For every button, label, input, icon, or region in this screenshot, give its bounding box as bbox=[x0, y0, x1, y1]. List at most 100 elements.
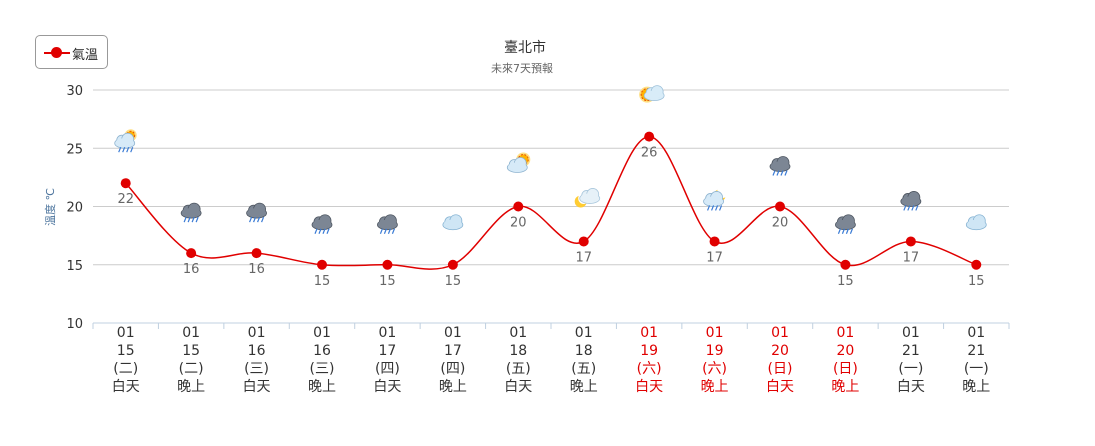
raindrop bbox=[719, 205, 723, 211]
raindrop bbox=[784, 170, 788, 176]
x-tick-label-line: 17 bbox=[444, 343, 462, 359]
data-label: 15 bbox=[445, 274, 462, 289]
x-tick-label-line: (三) bbox=[310, 361, 335, 377]
x-tick-label-line: (一) bbox=[898, 361, 923, 377]
data-point bbox=[578, 236, 589, 247]
x-tick-label-line: 18 bbox=[575, 343, 593, 359]
cloud-shape bbox=[580, 193, 599, 202]
grid-layer bbox=[93, 89, 1009, 324]
data-label: 15 bbox=[837, 274, 854, 289]
y-axis-label: 溫度 ℃ bbox=[43, 188, 57, 226]
x-tick-label-line: 20 bbox=[837, 343, 855, 359]
x-tick-label-line: 白天 bbox=[112, 379, 140, 395]
raindrop bbox=[130, 146, 134, 153]
data-point bbox=[644, 131, 655, 142]
series-line bbox=[125, 135, 977, 270]
cloud-shape bbox=[836, 219, 855, 228]
raindrop bbox=[253, 216, 257, 223]
cloud-shape bbox=[508, 162, 527, 171]
x-tick-label-line: 01 bbox=[509, 325, 527, 341]
x-tick-label-line: 20 bbox=[771, 343, 789, 359]
data-point bbox=[120, 178, 131, 189]
data-point bbox=[382, 259, 393, 270]
sunny-icon bbox=[639, 85, 665, 103]
raindrop bbox=[195, 216, 199, 223]
x-tick-label-line: 01 bbox=[379, 325, 397, 341]
x-tick-label-line: 白天 bbox=[243, 379, 271, 395]
x-tick-label-line: (一) bbox=[964, 361, 989, 377]
x-tick-label: 01 19 (六) 白天 bbox=[635, 325, 663, 395]
raindrop bbox=[707, 205, 711, 211]
data-label: 16 bbox=[183, 262, 200, 277]
raindrop bbox=[772, 170, 776, 176]
data-point bbox=[840, 259, 851, 270]
data-point bbox=[905, 236, 916, 247]
cloud-shape bbox=[378, 219, 397, 228]
x-tick-label-line: (五) bbox=[506, 361, 531, 377]
x-tick-label-line: 晚上 bbox=[962, 379, 990, 395]
partly-cloudy-day-icon bbox=[506, 152, 531, 173]
data-point bbox=[447, 259, 458, 270]
x-tick-label-line: 01 bbox=[771, 325, 789, 341]
x-tick-label: 01 21 (一) 白天 bbox=[897, 325, 925, 395]
chart-title: 臺北市 bbox=[504, 39, 546, 56]
x-tick-label-line: 21 bbox=[967, 343, 985, 359]
data-point bbox=[709, 236, 720, 247]
x-tick-label-line: 19 bbox=[640, 343, 658, 359]
partly-cloudy-night-rain-icon bbox=[703, 186, 729, 211]
cloud-shape bbox=[967, 219, 986, 228]
raindrop bbox=[907, 205, 911, 211]
x-tick-label: 01 18 (五) 晚上 bbox=[570, 325, 598, 395]
legend[interactable]: 氣溫 bbox=[35, 35, 108, 69]
cloudy-icon bbox=[442, 214, 464, 231]
data-label: 15 bbox=[968, 274, 985, 289]
raindrop bbox=[915, 205, 919, 211]
cloud-shape bbox=[247, 208, 266, 217]
cloud-shape bbox=[901, 196, 920, 205]
raindrop bbox=[841, 228, 845, 234]
x-tick-label-line: (三) bbox=[244, 361, 269, 377]
temperature-series: 22 16 16 15 15 15 20 17 26 17 20 15 17 15 bbox=[117, 131, 985, 289]
x-tick-label: 01 16 (三) 晚上 bbox=[308, 325, 336, 395]
x-tick-label-line: 15 bbox=[182, 343, 200, 359]
x-tick-label-line: 19 bbox=[706, 343, 724, 359]
x-tick-label-line: 白天 bbox=[373, 379, 401, 395]
data-point bbox=[513, 201, 524, 212]
data-label: 17 bbox=[706, 250, 723, 265]
x-tick-label-line: (四) bbox=[375, 361, 400, 377]
cloud-shape bbox=[182, 208, 201, 217]
raindrop bbox=[314, 228, 318, 234]
x-tick-label: 01 21 (一) 晚上 bbox=[962, 325, 990, 395]
x-tick-label-line: 16 bbox=[313, 343, 331, 359]
x-tick-label: 01 18 (五) 白天 bbox=[504, 325, 532, 395]
raindrop bbox=[911, 205, 915, 211]
rain-cloud-icon bbox=[835, 214, 856, 234]
x-tick-label-line: 15 bbox=[117, 343, 135, 359]
rain-cloud-icon bbox=[246, 202, 267, 223]
x-tick-label-line: 01 bbox=[902, 325, 920, 341]
raindrop bbox=[122, 146, 126, 153]
data-point bbox=[251, 248, 262, 259]
data-point bbox=[317, 259, 327, 270]
weather-icons bbox=[114, 85, 987, 234]
cloud-shape bbox=[704, 196, 723, 205]
data-label: 17 bbox=[575, 250, 592, 265]
x-tick-label: 01 16 (三) 白天 bbox=[243, 325, 271, 395]
data-point bbox=[186, 248, 197, 259]
data-label: 16 bbox=[248, 262, 265, 277]
x-tick-label-line: (四) bbox=[440, 361, 465, 377]
y-tick-label: 15 bbox=[66, 259, 83, 274]
raindrop bbox=[249, 216, 253, 223]
data-label: 20 bbox=[510, 216, 527, 231]
x-axis: 01 15 (二) 白天 01 15 (二) 晚上 01 16 (三) 白天 01 16 (三) 晚上 01 17… bbox=[92, 323, 1010, 395]
x-tick-label-line: 晚上 bbox=[701, 379, 729, 395]
x-tick-label-line: (日) bbox=[768, 361, 793, 377]
rain-cloud-icon bbox=[377, 214, 398, 234]
raindrop bbox=[326, 228, 330, 234]
x-tick-label-line: 01 bbox=[640, 325, 658, 341]
partly-cloudy-rain-icon bbox=[114, 129, 137, 153]
raindrop bbox=[183, 216, 187, 223]
x-tick-label: 01 19 (六) 晚上 bbox=[701, 325, 729, 395]
raindrop bbox=[187, 216, 191, 223]
